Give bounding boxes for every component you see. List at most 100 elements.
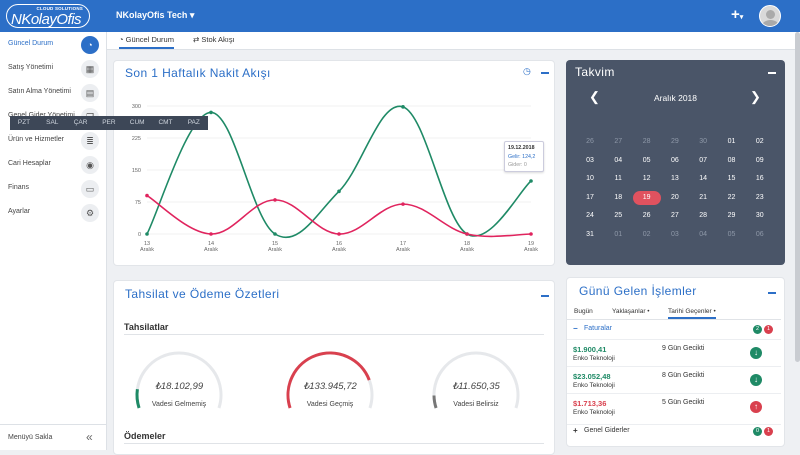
tab-yaklasanlar[interactable]: Yaklaşanlar • <box>612 308 650 315</box>
calendar-week: 17 18 19 20 21 22 23 <box>576 189 774 208</box>
calendar-day[interactable]: 18 <box>614 193 623 201</box>
calendar-day-today[interactable]: 19 <box>632 190 661 205</box>
calendar-day[interactable]: 29 <box>727 212 736 219</box>
data-point[interactable] <box>145 232 149 236</box>
data-point[interactable] <box>465 232 469 236</box>
calendar-day[interactable]: 11 <box>614 175 622 182</box>
calendar-day[interactable]: 08 <box>727 156 736 164</box>
data-point[interactable] <box>401 105 405 109</box>
sidebar-item-0[interactable]: Güncel Durum ◔ <box>0 34 107 56</box>
calendar-day[interactable]: 06 <box>670 156 679 164</box>
tab-tarihi-gecenler[interactable]: Tarihi Geçenler • <box>668 308 716 319</box>
calendar-day[interactable]: 31 <box>586 230 594 238</box>
calendar-day[interactable]: 29 <box>670 138 679 145</box>
prev-month-icon[interactable]: ❮ <box>589 89 600 104</box>
calendar-day[interactable]: 05 <box>727 230 736 238</box>
tab-guncel-durum[interactable]: ◔ Güncel Durum <box>119 35 174 49</box>
list-item[interactable]: $1.900,41 Enko Teknoloji 9 Gün Gecikti ↓ <box>567 339 781 366</box>
calendar-day[interactable]: 04 <box>614 156 623 164</box>
minus-icon: − <box>573 324 578 333</box>
collapse-cashflow-button[interactable] <box>541 72 549 74</box>
calendar-day[interactable]: 01 <box>727 138 736 145</box>
calendar-day[interactable]: 03 <box>670 230 679 238</box>
next-month-icon[interactable]: ❯ <box>750 89 761 104</box>
calendar-day[interactable]: 30 <box>755 212 764 219</box>
calendar-day[interactable]: 21 <box>699 193 708 201</box>
sidebar-item-1[interactable]: Satış Yönetimi ▦ <box>0 58 107 80</box>
calendar-day[interactable]: 30 <box>699 138 708 145</box>
data-point[interactable] <box>273 232 277 236</box>
x-tick-label: 14 Aralık <box>204 241 218 253</box>
late-days: 9 Gün Gecikti <box>662 345 705 352</box>
calendar-day[interactable]: 26 <box>586 138 594 145</box>
calendar-day[interactable]: 16 <box>755 175 764 182</box>
collapse-daily-button[interactable] <box>768 292 776 294</box>
sidebar-item-5[interactable]: Cari Hesaplar ◉ <box>0 154 107 176</box>
collapse-calendar-button[interactable] <box>768 72 776 74</box>
add-button[interactable]: +▾ <box>731 6 743 23</box>
general-expenses-group[interactable]: + Genel Giderler 0 1 <box>567 424 781 437</box>
company-selector[interactable]: NKolayOfis Tech ▾ <box>116 10 194 21</box>
calendar-day[interactable]: 12 <box>642 175 651 182</box>
calendar-day[interactable]: 02 <box>642 230 651 238</box>
invoices-group[interactable]: − Faturalar 2 1 <box>567 324 781 337</box>
data-point[interactable] <box>337 189 341 194</box>
data-point[interactable] <box>209 110 213 115</box>
arrow-down-icon[interactable]: ↓ <box>750 347 762 359</box>
app-logo[interactable]: CLOUD SOLUTIONS NKolayOfis <box>6 4 90 28</box>
data-point[interactable] <box>145 193 149 198</box>
clock-icon[interactable]: ◷ <box>523 66 531 76</box>
calendar-day[interactable]: 09 <box>755 156 764 164</box>
x-tick-label: 19 Aralık <box>524 241 538 253</box>
arrow-up-icon[interactable]: ↑ <box>750 401 762 413</box>
data-point[interactable] <box>401 202 405 206</box>
sidebar-item-7[interactable]: Ayarlar ⚙ <box>0 202 107 224</box>
data-point[interactable] <box>273 198 277 202</box>
list-item[interactable]: $1.713,36 Enko Teknoloji 5 Gün Gecikti ↑ <box>567 393 781 420</box>
tab-stok-akisi[interactable]: ⇄ Stok Akışı <box>193 35 235 44</box>
sidebar-item-6[interactable]: Finans ▭ <box>0 178 107 200</box>
daily-title: Günü Gelen İşlemler <box>579 284 697 298</box>
gauge-dial <box>135 351 223 409</box>
avatar[interactable] <box>759 5 781 27</box>
arrow-down-icon[interactable]: ↓ <box>750 374 762 386</box>
calendar-day[interactable]: 07 <box>699 156 708 164</box>
calendar-day[interactable]: 03 <box>586 156 594 164</box>
list-item[interactable]: $23.052,48 Enko Teknoloji 8 Gün Gecikti ↓ <box>567 366 781 393</box>
calendar-day[interactable]: 27 <box>614 138 623 145</box>
calendar-day[interactable]: 04 <box>699 230 708 238</box>
collapse-menu-button[interactable]: Menüyü Sakla « <box>0 424 107 450</box>
dashboard-icon: ◔ <box>81 36 99 54</box>
collections-heading: Tahsilatlar <box>124 322 169 332</box>
calendar-day[interactable]: 28 <box>699 212 708 219</box>
calendar-day[interactable]: 13 <box>670 175 679 182</box>
calendar-day[interactable]: 02 <box>755 138 764 145</box>
calendar-day[interactable]: 26 <box>642 212 651 219</box>
calendar-day[interactable]: 06 <box>755 230 764 238</box>
collapse-summary-button[interactable] <box>541 295 549 297</box>
tab-bugun[interactable]: Bugün <box>574 308 593 315</box>
data-point[interactable] <box>209 232 213 236</box>
calendar-day[interactable]: 05 <box>642 156 651 164</box>
calendar-day[interactable]: 15 <box>727 175 736 182</box>
sidebar-item-2[interactable]: Satın Alma Yönetimi ▤ <box>0 82 107 104</box>
calendar-day[interactable]: 20 <box>670 193 679 201</box>
calendar-day[interactable]: 14 <box>699 175 708 182</box>
data-point[interactable] <box>529 232 533 236</box>
calendar-day[interactable]: 27 <box>670 212 679 219</box>
data-point[interactable] <box>337 232 341 236</box>
sidebar-item-4[interactable]: Ürün ve Hizmetler ≣ <box>0 130 107 152</box>
double-chevron-left-icon: « <box>86 430 93 444</box>
calendar-day[interactable]: 25 <box>614 212 623 219</box>
calendar-day[interactable]: 17 <box>586 193 594 201</box>
calendar-day[interactable]: 23 <box>755 193 764 201</box>
calendar-day[interactable]: 28 <box>642 138 651 145</box>
scrollbar[interactable] <box>795 32 800 362</box>
calendar-day[interactable]: 10 <box>586 175 594 182</box>
calendar-day[interactable]: 24 <box>586 212 594 219</box>
tab-bar: ◔ Güncel Durum ⇄ Stok Akışı <box>107 32 800 50</box>
data-point[interactable] <box>529 179 533 183</box>
x-tick-label: 13 Aralık <box>140 241 154 253</box>
calendar-day[interactable]: 22 <box>727 193 736 201</box>
calendar-day[interactable]: 01 <box>614 230 623 238</box>
